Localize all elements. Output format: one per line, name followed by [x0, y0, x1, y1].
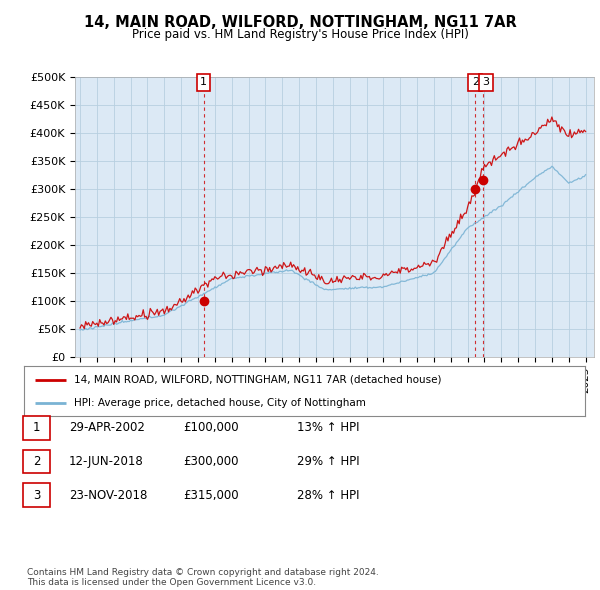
- Text: £300,000: £300,000: [183, 455, 239, 468]
- Text: 23-NOV-2018: 23-NOV-2018: [69, 489, 148, 502]
- Text: 28% ↑ HPI: 28% ↑ HPI: [297, 489, 359, 502]
- Text: HPI: Average price, detached house, City of Nottingham: HPI: Average price, detached house, City…: [74, 398, 367, 408]
- Text: 2: 2: [472, 77, 479, 87]
- Text: 29% ↑ HPI: 29% ↑ HPI: [297, 455, 359, 468]
- Text: 29-APR-2002: 29-APR-2002: [69, 421, 145, 434]
- Text: Contains HM Land Registry data © Crown copyright and database right 2024.
This d: Contains HM Land Registry data © Crown c…: [27, 568, 379, 587]
- Text: 12-JUN-2018: 12-JUN-2018: [69, 455, 144, 468]
- Text: £100,000: £100,000: [183, 421, 239, 434]
- Text: £315,000: £315,000: [183, 489, 239, 502]
- Text: 1: 1: [33, 421, 40, 434]
- Text: 1: 1: [200, 77, 207, 87]
- Text: 3: 3: [482, 77, 490, 87]
- Text: 13% ↑ HPI: 13% ↑ HPI: [297, 421, 359, 434]
- Text: Price paid vs. HM Land Registry's House Price Index (HPI): Price paid vs. HM Land Registry's House …: [131, 28, 469, 41]
- Text: 14, MAIN ROAD, WILFORD, NOTTINGHAM, NG11 7AR: 14, MAIN ROAD, WILFORD, NOTTINGHAM, NG11…: [83, 15, 517, 30]
- Text: 2: 2: [33, 455, 40, 468]
- Text: 3: 3: [33, 489, 40, 502]
- Text: 14, MAIN ROAD, WILFORD, NOTTINGHAM, NG11 7AR (detached house): 14, MAIN ROAD, WILFORD, NOTTINGHAM, NG11…: [74, 375, 442, 385]
